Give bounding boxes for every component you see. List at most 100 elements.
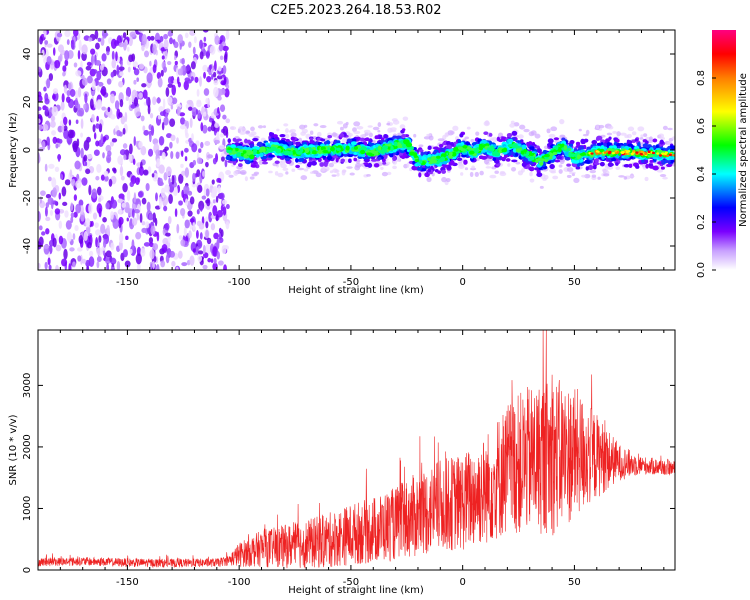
halo-speck (483, 159, 490, 165)
band-speck (451, 151, 457, 157)
noise-speck (211, 179, 215, 185)
halo-speck (623, 176, 628, 180)
halo-speck (597, 176, 601, 180)
noise-speck (222, 125, 229, 136)
noise-speck (205, 161, 209, 168)
band-speck (659, 139, 664, 145)
halo-speck (303, 124, 308, 128)
y-tick-label: 20 (22, 96, 33, 109)
band-speck (616, 143, 621, 147)
band-speck (350, 141, 357, 146)
halo-speck (239, 131, 246, 135)
noise-speck (157, 77, 163, 88)
noise-speck (209, 45, 216, 55)
halo-speck (529, 171, 533, 177)
noise-speck (133, 97, 139, 107)
noise-speck (86, 75, 93, 84)
spectrogram-marks (38, 30, 675, 270)
halo-speck (491, 166, 497, 170)
noise-speck (48, 73, 54, 82)
halo-speck (367, 125, 373, 128)
halo-speck (230, 126, 237, 131)
halo-speck (639, 137, 644, 140)
noise-speck (63, 116, 68, 126)
noise-speck (141, 83, 147, 88)
noise-speck (52, 187, 57, 198)
colorbar-tick-label: 0.2 (696, 214, 707, 230)
noise-speck (219, 55, 224, 61)
noise-speck (52, 47, 56, 56)
band-speck (392, 155, 396, 162)
noise-speck (41, 49, 45, 58)
noise-speck (178, 173, 184, 184)
band-speck (330, 146, 335, 152)
band-speck (469, 157, 475, 162)
noise-speck (74, 160, 81, 170)
noise-speck (184, 167, 189, 178)
noise-speck (216, 239, 220, 250)
noise-speck (96, 261, 100, 269)
peak-speck (640, 150, 644, 154)
noise-speck (135, 253, 142, 265)
band-speck (580, 138, 586, 144)
halo-speck (452, 125, 459, 131)
band-speck (537, 157, 543, 162)
halo-speck (309, 171, 314, 174)
noise-speck (81, 177, 88, 186)
noise-speck (173, 41, 179, 49)
noise-speck (185, 132, 189, 139)
band-speck (563, 145, 568, 150)
halo-speck (249, 176, 255, 180)
band-speck (232, 137, 237, 142)
colorbar-tick-label: 0.4 (696, 166, 707, 182)
band-speck (615, 138, 620, 143)
noise-speck (62, 65, 67, 72)
noise-speck (57, 44, 64, 53)
x-tick-label: -150 (116, 577, 139, 588)
noise-speck (107, 150, 112, 157)
noise-speck (156, 264, 160, 270)
noise-speck (117, 198, 124, 204)
noise-speck (100, 89, 106, 95)
halo-speck (353, 121, 361, 127)
halo-speck (517, 134, 524, 139)
noise-speck (159, 35, 164, 43)
band-speck (643, 144, 649, 148)
halo-speck (458, 164, 465, 169)
halo-speck (479, 170, 484, 176)
halo-speck (406, 162, 410, 168)
band-speck (606, 142, 612, 146)
snr-x-ticks: -150 -100 -50 0 50 (37, 330, 665, 588)
noise-speck (197, 255, 203, 262)
noise-speck (70, 39, 75, 50)
halo-speck (347, 133, 353, 137)
band-speck (268, 154, 275, 158)
noise-speck (45, 216, 51, 222)
noise-speck (88, 256, 95, 267)
halo-speck (566, 174, 572, 178)
noise-speck (70, 202, 74, 211)
noise-speck (169, 118, 176, 127)
noise-speck (220, 204, 224, 212)
band-speck (252, 160, 257, 165)
band-speck (401, 133, 407, 138)
band-speck (481, 140, 487, 144)
halo-speck (303, 168, 309, 172)
noise-speck (91, 79, 96, 91)
noise-speck (118, 209, 122, 215)
noise-speck (179, 112, 186, 117)
noise-speck (165, 108, 171, 114)
band-speck (305, 153, 311, 158)
noise-speck (197, 250, 204, 255)
band-speck (436, 155, 441, 159)
band-speck (320, 138, 326, 142)
band-speck (377, 145, 382, 151)
y-tick-label: 3000 (22, 373, 33, 398)
noise-speck (161, 151, 166, 160)
noise-speck (140, 247, 146, 257)
noise-speck (80, 147, 84, 159)
noise-speck (143, 169, 149, 176)
band-speck (389, 152, 394, 158)
noise-speck (74, 225, 79, 232)
noise-speck (124, 111, 128, 123)
